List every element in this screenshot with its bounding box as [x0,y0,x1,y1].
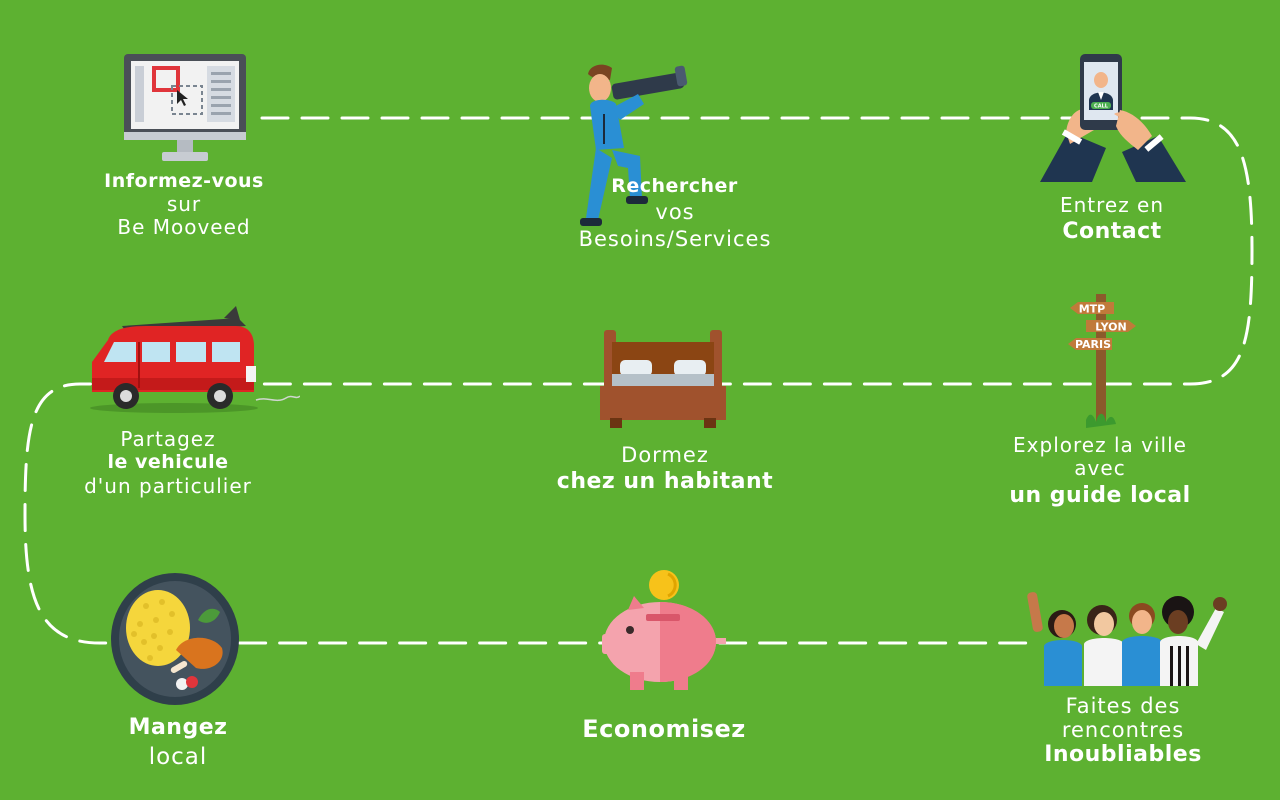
caption-contact: Entrez en Contact [1059,193,1165,245]
bed-icon [600,330,726,428]
group-of-people-icon [1027,592,1227,686]
signpost-icon: MTP LYON PARIS [1068,294,1136,428]
sign-paris: PARIS [1075,338,1111,351]
smartphone-call-icon: CALL [1040,54,1186,182]
sign-lyon: LYON [1095,321,1126,334]
sign-mtp: MTP [1079,303,1106,316]
caption-informez: Informez-vous sur Be Mooveed [104,170,264,239]
man-with-telescope-icon [580,64,688,226]
caption-rencontres: Faites des rencontres Inoubliables [1044,694,1202,768]
caption-mangez: Mangez local [128,715,228,771]
food-plate-icon [111,573,239,705]
caption-dormez: Dormez chez un habitant [556,443,774,495]
red-van-icon [90,306,300,413]
caption-rechercher: Rechercher vos Besoins/Services [578,175,772,251]
caption-economisez: Economisez [582,715,746,743]
caption-explorez: Explorez la ville avec un guide local [1009,433,1191,509]
caption-partagez: Partagez le vehicule d'un particulier [84,427,252,498]
computer-monitor-icon [124,54,246,161]
call-label: CALL [1094,104,1109,110]
piggy-bank-icon [602,570,726,690]
